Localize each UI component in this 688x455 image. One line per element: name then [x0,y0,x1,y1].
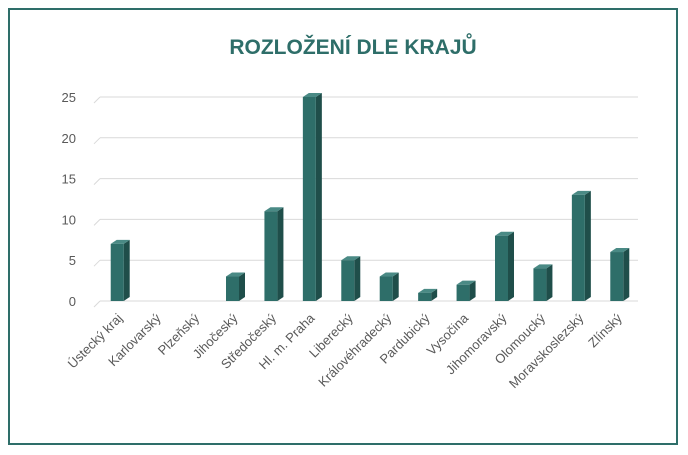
bar-side [508,231,514,301]
bar-side [354,256,361,301]
bar-side [277,207,284,301]
bar-front [456,284,470,301]
bar-top [302,93,322,97]
bar-front [571,194,585,301]
bar-front [264,211,278,301]
chart-frame: ROZLOŽENÍ DLE KRAJŮ 0 5 10 15 20 25 Ústecký k… [8,8,678,445]
bar [110,239,130,301]
bar-front [418,292,432,301]
bar-front [226,276,239,301]
gridline-depth [93,96,101,104]
y-tick-label: 15 [62,172,76,187]
bar-front [341,260,355,301]
gridline-depth [93,259,101,267]
gridline-depth [93,219,101,226]
bar-front [495,235,508,301]
bar-front [533,268,547,301]
bar-top [571,190,591,195]
bar [264,207,284,301]
bar [571,190,591,301]
bar-front [379,276,393,301]
bar-top [110,239,130,244]
gridline-depth [93,178,101,185]
bar [418,288,438,301]
bar-top [226,272,245,277]
bar [226,272,245,301]
bar-side [469,280,476,301]
bar-front [110,243,124,301]
bar-top [533,264,553,269]
gridline-depth [93,300,101,308]
bar-top [495,231,514,236]
bar-chart: ROZLOŽENÍ DLE KRAJŮ 0 5 10 15 20 25 Ústecký k… [62,33,638,391]
bar [302,93,322,301]
y-tick-label: 20 [62,131,76,146]
bar-front [610,252,624,301]
bar-front [302,97,316,301]
y-tick-label: 0 [69,294,76,309]
bar-top [264,207,284,212]
bar [533,264,553,301]
bar [456,280,476,301]
gridlines [93,96,638,308]
bar-top [610,248,630,253]
bar-side [584,190,591,301]
y-tick-label: 10 [62,212,76,227]
bar [379,272,399,301]
bar-side [546,264,553,301]
y-tick-label: 5 [69,253,76,268]
bar-side [239,272,245,301]
bar-side [392,272,399,301]
y-axis-ticks: 0 5 10 15 20 25 [62,90,76,309]
bar [341,256,361,301]
bar-top [418,288,438,293]
gridline-depth [93,137,101,145]
bars [110,93,630,301]
bar [495,231,514,301]
x-tick-label: Zlínský [585,310,625,350]
bar-side [623,248,630,301]
bar-side [431,288,438,301]
chart-title: ROZLOŽENÍ DLE KRAJŮ [229,33,476,59]
bar-top [456,280,476,285]
bar-top [341,256,361,261]
y-tick-label: 25 [62,90,76,105]
bar-side [123,239,130,301]
bar-side [315,93,322,301]
x-axis-ticks: Ústecký krajKarlovarskýPlzeňskýJihočeský… [65,310,626,391]
bar-top [379,272,399,277]
bar [610,248,630,301]
